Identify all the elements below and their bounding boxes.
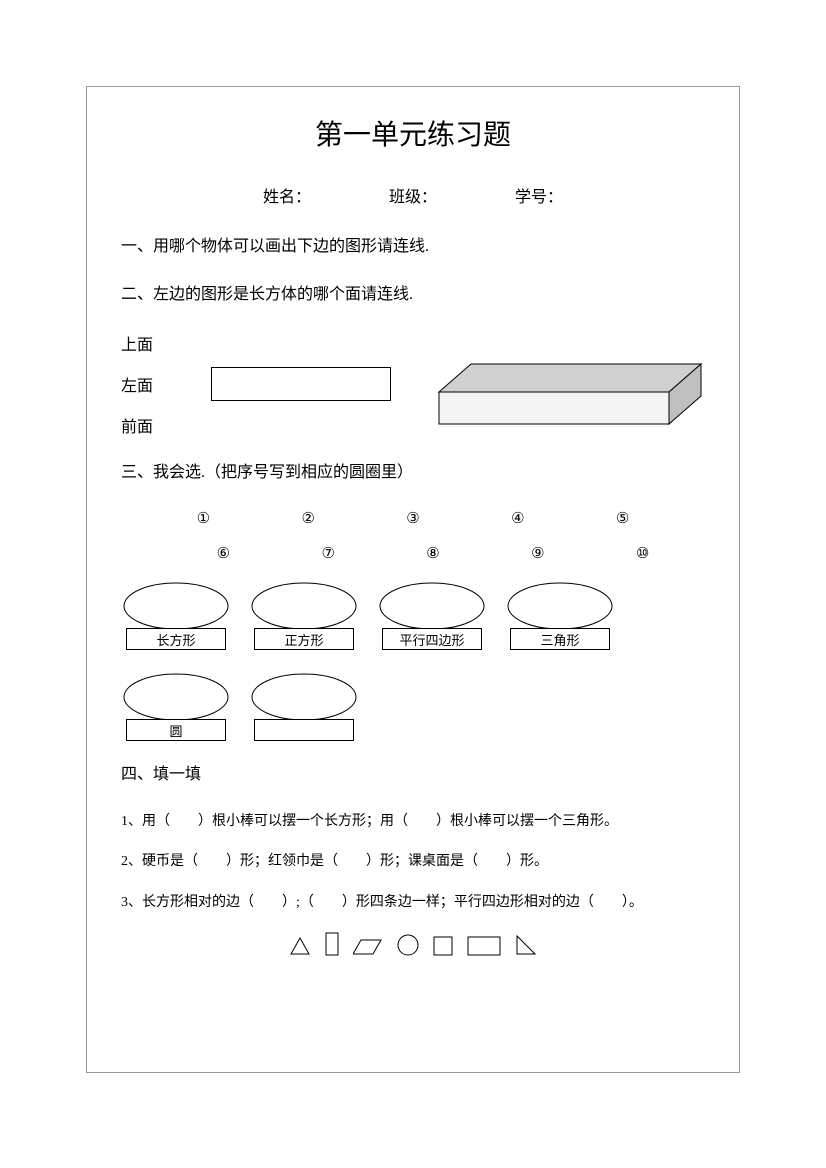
face-left-label: 左面 — [121, 372, 181, 396]
shape-circle: 圆 — [121, 672, 231, 741]
parallelogram-icon — [353, 938, 383, 956]
circled-num: ⑧ — [426, 544, 439, 563]
shape-rectangle: 长方形 — [121, 581, 231, 650]
shape-categories: 长方形 正方形 平行四边形 三角形 圆 — [121, 581, 705, 741]
circled-num: ⑥ — [217, 544, 230, 563]
shape-label-empty — [254, 719, 354, 741]
shape-parallelogram: 平行四边形 — [377, 581, 487, 650]
page-title: 第一单元练习题 — [121, 113, 705, 153]
fill-1: 1、用（ ）根小棒可以摆一个长方形；用（ ）根小棒可以摆一个三角形。 — [121, 811, 705, 833]
ellipse-icon — [121, 672, 231, 722]
ellipse-icon — [249, 672, 359, 722]
circled-num: ⑩ — [636, 544, 649, 563]
circled-num: ⑦ — [321, 544, 334, 563]
circled-num: ② — [301, 509, 314, 528]
question-3: 三、我会选.（把序号写到相应的圆圈里） — [121, 461, 705, 485]
square-icon — [433, 936, 453, 956]
fill-3: 3、长方形相对的边（ ）;（ ）形四条边一样；平行四边形相对的边（ ）。 — [121, 892, 705, 914]
circled-num: ③ — [406, 509, 419, 528]
number-row-1: ① ② ③ ④ ⑤ — [121, 509, 705, 528]
ellipse-icon — [249, 581, 359, 631]
circled-num: ⑤ — [616, 509, 629, 528]
circle-icon — [397, 934, 419, 956]
circled-num: ④ — [511, 509, 524, 528]
right-triangle-icon — [515, 934, 537, 956]
name-label: 姓名： — [263, 183, 311, 207]
tall-rect-icon — [325, 932, 339, 956]
circled-num: ① — [197, 509, 210, 528]
class-label: 班级： — [389, 183, 437, 207]
question-1: 一、用哪个物体可以画出下边的图形请连线. — [121, 235, 705, 259]
shape-extra — [249, 672, 359, 741]
shape-label: 圆 — [126, 719, 226, 741]
small-shapes-row — [121, 932, 705, 956]
shape-square: 正方形 — [249, 581, 359, 650]
number-row-2: ⑥ ⑦ ⑧ ⑨ ⑩ — [121, 544, 705, 563]
shape-label: 正方形 — [254, 628, 354, 650]
shape-label: 平行四边形 — [382, 628, 482, 650]
face-top-label: 上面 — [121, 331, 181, 355]
fill-2: 2、硬币是（ ）形；红领巾是（ ）形；课桌面是（ ）形。 — [121, 851, 705, 873]
cuboid-shape — [437, 362, 707, 442]
question-4: 四、填一填 — [121, 763, 705, 787]
rectangle-shape — [211, 367, 391, 401]
id-label: 学号： — [515, 183, 563, 207]
rectangle-icon — [467, 936, 501, 956]
header-fields: 姓名： 班级： 学号： — [121, 183, 705, 207]
circled-num: ⑨ — [531, 544, 544, 563]
shape-label: 长方形 — [126, 628, 226, 650]
shape-label: 三角形 — [510, 628, 610, 650]
face-front-label: 前面 — [121, 413, 181, 437]
shape-triangle: 三角形 — [505, 581, 615, 650]
question-2: 二、左边的图形是长方体的哪个面请连线. — [121, 283, 705, 307]
ellipse-icon — [505, 581, 615, 631]
ellipse-icon — [377, 581, 487, 631]
ellipse-icon — [121, 581, 231, 631]
triangle-icon — [289, 936, 311, 956]
